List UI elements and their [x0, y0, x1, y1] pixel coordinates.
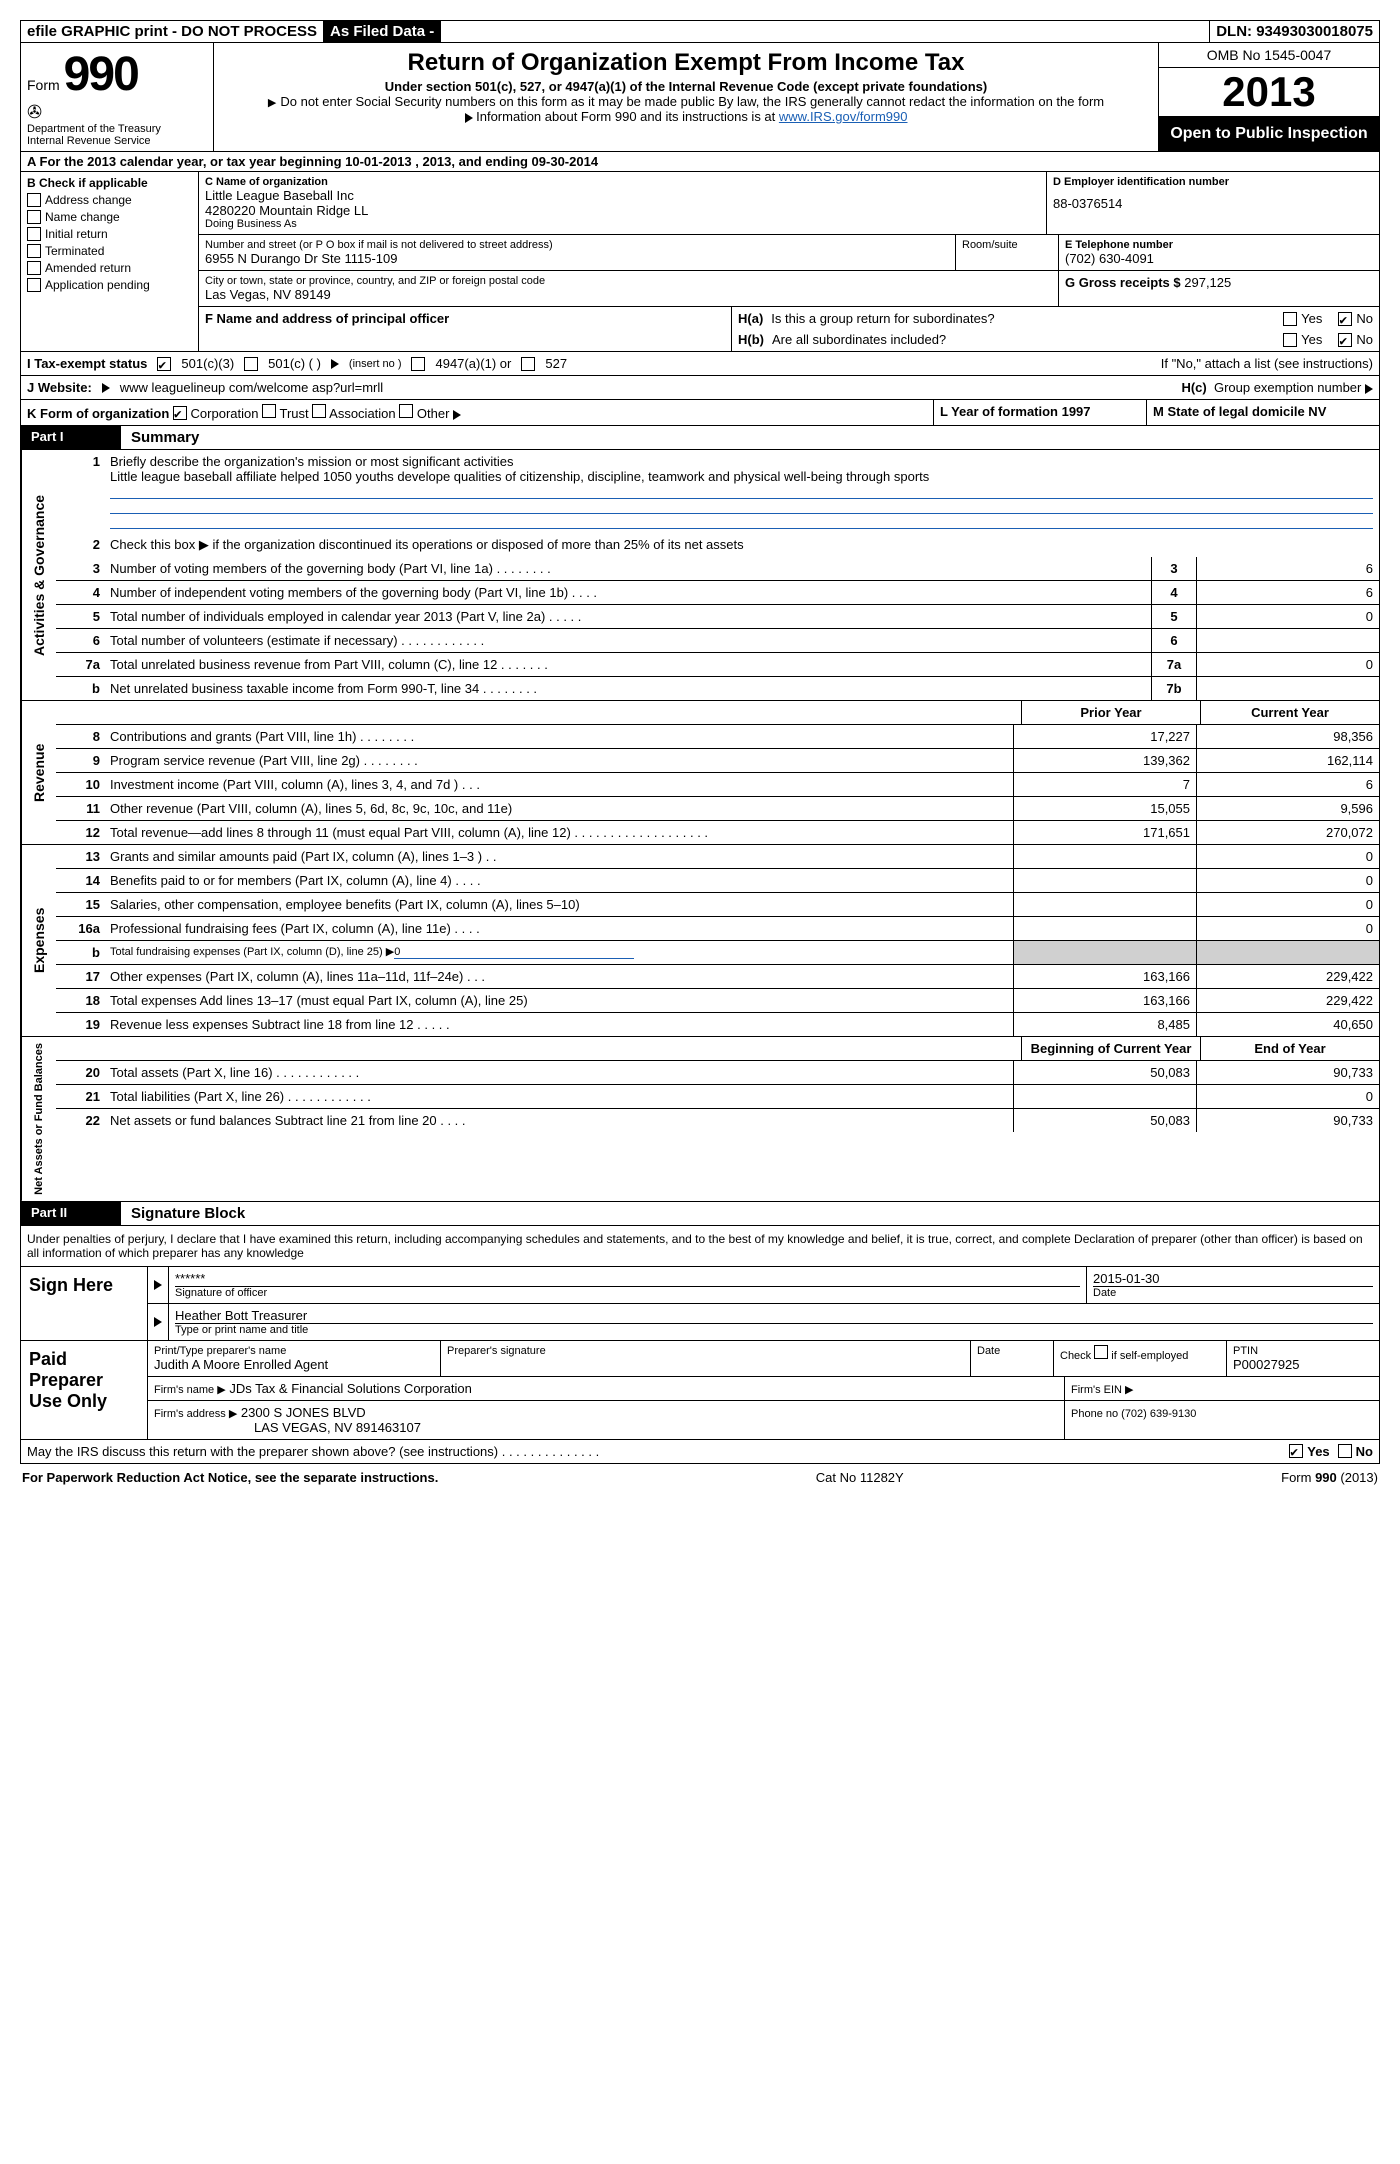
- omb-number: OMB No 1545-0047: [1159, 43, 1379, 68]
- net-assets-section: Net Assets or Fund Balances Beginning of…: [20, 1037, 1380, 1202]
- checkbox-501c[interactable]: [244, 357, 258, 371]
- mission-text: Little league baseball affiliate helped …: [110, 469, 1373, 484]
- street-address: 6955 N Durango Dr Ste 1115-109: [205, 251, 949, 266]
- form-header: Form 990 ✇ Department of the Treasury In…: [20, 43, 1380, 152]
- val-line4: 6: [1196, 581, 1379, 604]
- dept-treasury: Department of the Treasury: [27, 123, 207, 135]
- val-line3: 6: [1196, 557, 1379, 580]
- signature-block: Under penalties of perjury, I declare th…: [20, 1226, 1380, 1464]
- checkbox-527[interactable]: [521, 357, 535, 371]
- ptin: P00027925: [1233, 1357, 1373, 1372]
- gross-receipts: 297,125: [1184, 275, 1231, 290]
- open-to-public: Open to Public Inspection: [1159, 117, 1379, 151]
- checkbox-corp[interactable]: ✔: [173, 406, 187, 420]
- checkbox-amended[interactable]: [27, 261, 41, 275]
- asfiled-label: As Filed Data -: [324, 21, 441, 42]
- val-line7a: 0: [1196, 653, 1379, 676]
- sign-here-label: Sign Here: [21, 1267, 148, 1340]
- row-i: I Tax-exempt status ✔501(c)(3) 501(c) ( …: [20, 352, 1380, 376]
- city-state-zip: Las Vegas, NV 89149: [205, 287, 1052, 302]
- top-bar: efile GRAPHIC print - DO NOT PROCESS As …: [20, 20, 1380, 43]
- irs-link[interactable]: www.IRS.gov/form990: [779, 109, 908, 124]
- website-url: www leaguelineup com/welcome asp?url=mrl…: [120, 380, 383, 395]
- activities-governance: Activities & Governance 1 Briefly descri…: [20, 450, 1380, 701]
- preparer-name: Judith A Moore Enrolled Agent: [154, 1357, 434, 1372]
- firm-name: JDs Tax & Financial Solutions Corporatio…: [229, 1381, 472, 1396]
- telephone: (702) 630-4091: [1065, 251, 1373, 266]
- part-ii-header: Part II Signature Block: [20, 1202, 1380, 1226]
- checkbox-initial-return[interactable]: [27, 227, 41, 241]
- checkbox-trust[interactable]: [262, 404, 276, 418]
- checkbox-hb-yes[interactable]: [1283, 333, 1297, 347]
- ein: 88-0376514: [1053, 196, 1373, 211]
- checkbox-pending[interactable]: [27, 278, 41, 292]
- efile-label: efile GRAPHIC print - DO NOT PROCESS: [21, 21, 324, 42]
- irs-label: Internal Revenue Service: [27, 135, 207, 147]
- checkbox-terminated[interactable]: [27, 244, 41, 258]
- checkbox-ha-yes[interactable]: [1283, 312, 1297, 326]
- form-number: Form 990: [27, 47, 207, 102]
- col-b-checkboxes: B Check if applicable Address change Nam…: [21, 172, 199, 351]
- checkbox-other[interactable]: [399, 404, 413, 418]
- page-footer: For Paperwork Reduction Act Notice, see …: [20, 1464, 1380, 1491]
- checkbox-ha-no[interactable]: ✔: [1338, 312, 1352, 326]
- expenses-section: Expenses 13Grants and similar amounts pa…: [20, 845, 1380, 1037]
- val-line6: [1196, 629, 1379, 652]
- checkbox-self-employed[interactable]: [1094, 1345, 1108, 1359]
- revenue-section: Revenue Prior YearCurrent Year 8Contribu…: [20, 701, 1380, 845]
- checkbox-hb-no[interactable]: ✔: [1338, 333, 1352, 347]
- row-k: K Form of organization ✔ Corporation Tru…: [20, 400, 1380, 426]
- checkbox-discuss-no[interactable]: [1338, 1444, 1352, 1458]
- dln: DLN: 93493030018075: [1210, 21, 1379, 42]
- firm-phone: Phone no (702) 639-9130: [1071, 1408, 1196, 1420]
- section-bcdefg: B Check if applicable Address change Nam…: [20, 172, 1380, 352]
- checkbox-501c3[interactable]: ✔: [157, 357, 171, 371]
- checkbox-discuss-yes[interactable]: ✔: [1289, 1444, 1303, 1458]
- checkbox-address-change[interactable]: [27, 193, 41, 207]
- part-i-header: Part I Summary: [20, 426, 1380, 450]
- officer-name: Heather Bott Treasurer: [175, 1308, 1373, 1323]
- row-a-taxyear: A For the 2013 calendar year, or tax yea…: [20, 152, 1380, 172]
- checkbox-name-change[interactable]: [27, 210, 41, 224]
- org-name: Little League Baseball Inc: [205, 188, 1040, 203]
- val-line5: 0: [1196, 605, 1379, 628]
- checkbox-4947[interactable]: [411, 357, 425, 371]
- paid-preparer-label: Paid Preparer Use Only: [21, 1341, 148, 1439]
- signature-date: 2015-01-30: [1093, 1271, 1373, 1286]
- checkbox-assoc[interactable]: [312, 404, 326, 418]
- tax-year: 2013: [1159, 68, 1379, 117]
- val-line7b: [1196, 677, 1379, 700]
- row-j: J Website: www leaguelineup com/welcome …: [20, 376, 1380, 400]
- form-title: Return of Organization Exempt From Incom…: [224, 49, 1148, 77]
